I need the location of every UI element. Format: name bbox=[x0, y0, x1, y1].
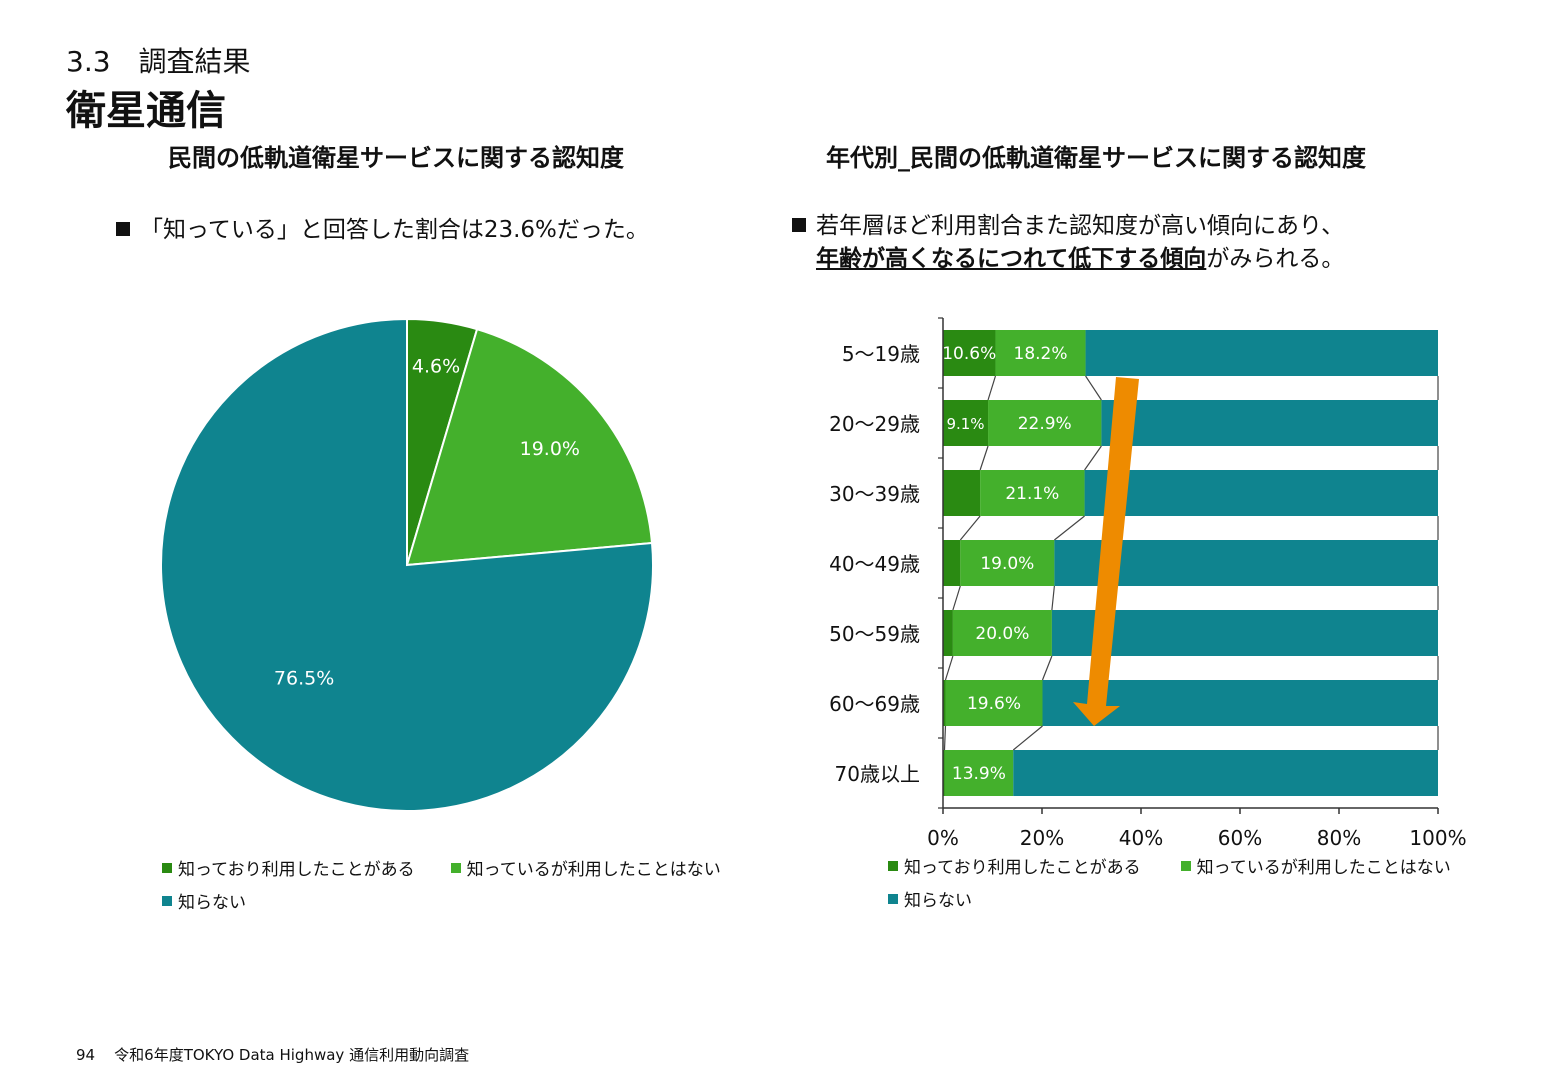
bar-segment bbox=[1085, 330, 1438, 376]
series-line bbox=[959, 515, 981, 541]
bar-data-label: 21.1% bbox=[1005, 484, 1059, 504]
bar-segment bbox=[952, 610, 1052, 656]
legend-item-not-know: 知らない bbox=[888, 886, 972, 911]
legend-swatch bbox=[162, 862, 172, 873]
legend-label: 知っており利用したことがある bbox=[904, 858, 1141, 878]
bar-segment bbox=[960, 540, 1055, 586]
legend-swatch bbox=[1180, 860, 1191, 871]
legend-swatch bbox=[162, 895, 172, 906]
series-line bbox=[1051, 585, 1055, 611]
category-label: 40〜49歳 bbox=[829, 552, 920, 576]
x-tick-label: 60% bbox=[1218, 826, 1262, 850]
category-label: 50〜59歳 bbox=[829, 622, 920, 646]
x-tick-label: 0% bbox=[927, 826, 959, 850]
pie-slice bbox=[160, 317, 654, 812]
series-line bbox=[1054, 515, 1085, 541]
bar-segment bbox=[995, 330, 1086, 376]
bar-segment bbox=[945, 680, 1043, 726]
bar-summary: 若年層ほど利用割合また認知度が高い傾向にあり、 年齢が高くなるにつれて低下する傾… bbox=[792, 210, 1344, 276]
bar-segment bbox=[944, 750, 1014, 796]
document-title: 令和6年度TOKYO Data Highway 通信利用動向調査 bbox=[114, 1046, 470, 1064]
legend-label: 知らない bbox=[904, 891, 972, 911]
bar-segment bbox=[943, 400, 989, 446]
bullet-square-icon bbox=[792, 217, 806, 232]
series-line bbox=[979, 445, 989, 471]
bar-data-label: 19.6% bbox=[967, 694, 1021, 714]
x-tick-label: 20% bbox=[1020, 826, 1064, 850]
bar-summary-line1: 若年層ほど利用割合また認知度が高い傾向にあり、 bbox=[816, 213, 1345, 239]
category-label: 60〜69歳 bbox=[829, 692, 920, 716]
legend-item-know-used: 知っており利用したことがある bbox=[888, 853, 1141, 878]
footer: 94 令和6年度TOKYO Data Highway 通信利用動向調査 bbox=[76, 1044, 469, 1065]
bar-segment bbox=[943, 540, 961, 586]
legend-swatch bbox=[888, 893, 898, 904]
pie-chart: 4.6% 19.0% 76.5% bbox=[160, 317, 654, 812]
category-label: 20〜29歳 bbox=[829, 412, 920, 436]
pie-slice-label: 4.6% bbox=[412, 355, 460, 377]
category-label: 70歳以上 bbox=[835, 762, 920, 786]
legend-item-know-not-used: 知っているが利用したことはない bbox=[450, 855, 721, 880]
bar-data-label: 10.6% bbox=[942, 344, 996, 364]
x-tick-label: 80% bbox=[1317, 826, 1361, 850]
series-line bbox=[952, 585, 961, 611]
bar-summary-emphasis: 年齢が高くなるにつれて低下する傾向 bbox=[816, 246, 1207, 272]
legend-swatch bbox=[450, 862, 461, 873]
bar-data-label: 13.9% bbox=[952, 764, 1006, 784]
legend-label: 知っており利用したことがある bbox=[178, 860, 415, 880]
legend-label: 知っているが利用したことはない bbox=[1196, 858, 1451, 878]
bar-segment bbox=[1101, 400, 1438, 446]
category-label: 30〜39歳 bbox=[829, 482, 920, 506]
pie-slice bbox=[405, 327, 654, 567]
page-title: 衛星通信 bbox=[66, 88, 226, 134]
bar-segment bbox=[943, 470, 981, 516]
bullet-square-icon bbox=[116, 221, 130, 236]
legend-item-not-know: 知らない bbox=[162, 888, 246, 913]
bar-segment bbox=[988, 400, 1102, 446]
series-line bbox=[944, 655, 954, 681]
legend-label: 知っているが利用したことはない bbox=[466, 860, 721, 880]
bar-segment bbox=[1084, 470, 1438, 516]
bar-data-label: 19.0% bbox=[980, 554, 1034, 574]
bar-segment bbox=[1042, 680, 1438, 726]
series-line bbox=[943, 725, 947, 751]
bar-data-label: 18.2% bbox=[1014, 344, 1068, 364]
section-number: 3.3 調査結果 bbox=[66, 45, 251, 78]
bar-segment bbox=[980, 470, 1085, 516]
bar-data-label: 20.0% bbox=[975, 624, 1029, 644]
series-line bbox=[1084, 445, 1102, 471]
bar-segment bbox=[943, 610, 953, 656]
legend-label: 知らない bbox=[178, 893, 246, 913]
series-line bbox=[1012, 725, 1043, 751]
bar-data-label: 22.9% bbox=[1018, 414, 1072, 434]
pie-summary-text: 「知っている」と回答した割合は23.6%だった。 bbox=[140, 217, 649, 243]
bar-legend: 知っており利用したことがある 知っているが利用したことはない 知らない bbox=[888, 853, 1488, 919]
legend-swatch bbox=[888, 860, 898, 871]
bar-segment bbox=[1051, 610, 1438, 656]
legend-item-know-used: 知っており利用したことがある bbox=[162, 855, 415, 880]
bar-data-label: 9.1% bbox=[946, 415, 984, 433]
series-line bbox=[987, 375, 997, 401]
bar-summary-line2: がみられる。 bbox=[1206, 246, 1345, 272]
stacked-bar-chart: 10.6% 18.2% 5〜19歳 9.1% 22.9% 20〜29歳 21.1% 30〜39… bbox=[829, 317, 1467, 850]
x-tick-label: 40% bbox=[1119, 826, 1163, 850]
x-tick-label: 100% bbox=[1409, 826, 1466, 850]
legend-item-know-not-used: 知っているが利用したことはない bbox=[1180, 853, 1451, 878]
pie-chart-title: 民間の低軌道衛星サービスに関する認知度 bbox=[168, 144, 624, 172]
bar-segment bbox=[943, 680, 946, 726]
pie-legend: 知っており利用したことがある 知っているが利用したことはない 知らない bbox=[162, 855, 762, 921]
series-line bbox=[1085, 375, 1102, 401]
trend-arrow-icon bbox=[1073, 377, 1139, 726]
page-number: 94 bbox=[76, 1046, 96, 1064]
pie-summary: 「知っている」と回答した割合は23.6%だった。 bbox=[116, 210, 649, 244]
bar-segment bbox=[1013, 750, 1438, 796]
bar-segment bbox=[943, 330, 996, 376]
series-line bbox=[1041, 655, 1053, 681]
pie-slice-label: 19.0% bbox=[520, 438, 580, 460]
category-label: 5〜19歳 bbox=[842, 342, 920, 366]
bar-chart-title: 年代別_民間の低軌道衛星サービスに関する認知度 bbox=[826, 144, 1366, 172]
pie-slice-label: 76.5% bbox=[274, 668, 334, 690]
